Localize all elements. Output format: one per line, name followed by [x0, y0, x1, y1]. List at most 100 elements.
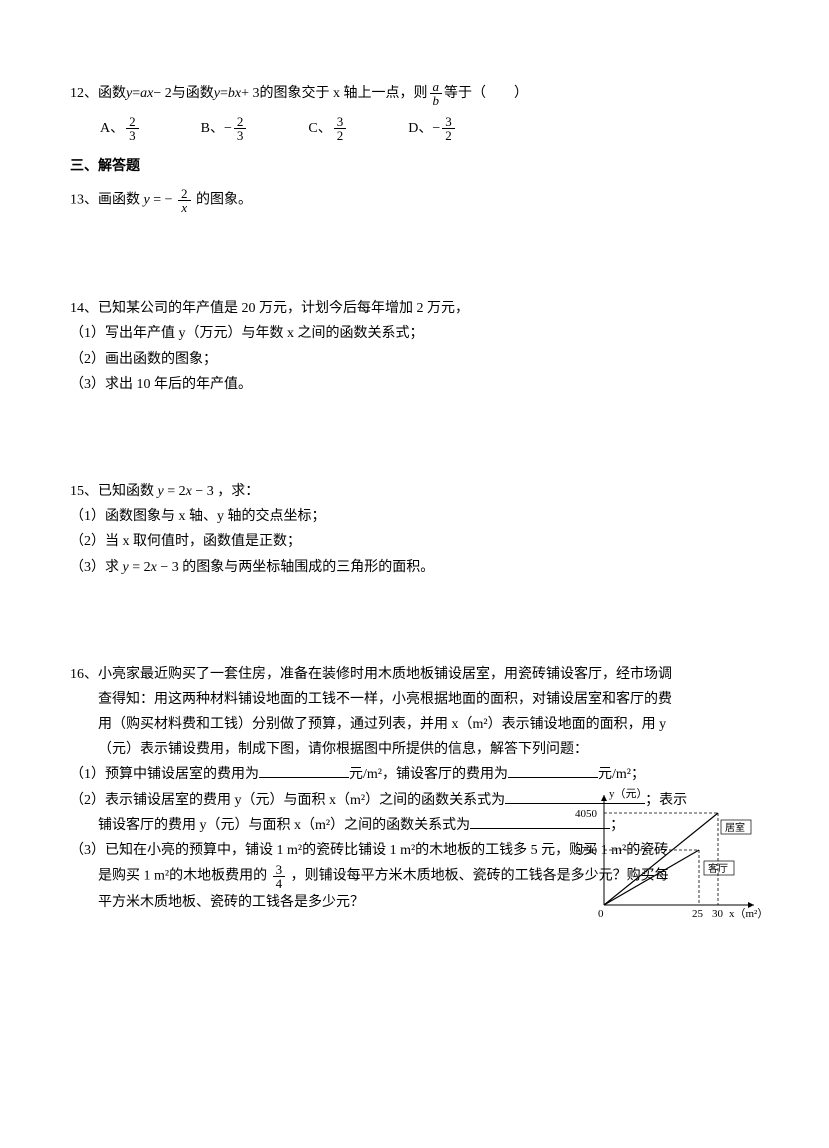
chart: y（元） 4050 2750 0 25 30 x（m²） 居室 客厅: [559, 785, 769, 925]
q12-opt-a: A、 2 3: [100, 115, 141, 142]
q14-line4: （3）求出 10 年后的年产值。: [70, 372, 759, 397]
q12-stem: 12、 函数 y = ax − 2 与函数 y = bx + 3 的图象交于 x…: [70, 80, 759, 107]
chart-xtick1: 25: [692, 908, 704, 920]
q12-opt-c: C、 3 2: [308, 115, 348, 142]
chart-y-label: y（元）: [609, 787, 648, 800]
q14-line2: （1）写出年产值 y（万元）与年数 x 之间的函数关系式；: [70, 321, 759, 346]
q12-opta-den: 3: [126, 129, 139, 142]
q16-s1-post: 元/m²；: [598, 767, 645, 782]
section-3-title: 三、解答题: [70, 154, 759, 179]
question-12: 12、 函数 y = ax − 2 与函数 y = bx + 3 的图象交于 x…: [70, 80, 759, 142]
spacer-2: [70, 409, 759, 479]
q16-s3-frac-num: 3: [273, 863, 286, 877]
q13-frac-den: x: [178, 201, 190, 214]
q14-line3: （2）画出函数的图象；: [70, 347, 759, 372]
q16-line2: 查得知：用这两种材料铺设地面的工钱不一样，小亮根据地面的面积，对铺设居室和客厅的…: [70, 687, 759, 712]
q12-frac-b: b: [430, 94, 443, 107]
q12-opta-label: A、: [100, 116, 124, 141]
q12-num: 12、: [70, 81, 98, 106]
q12-optd-num: 3: [442, 115, 455, 129]
q15-line1: 15、已知函数 y = 2x − 3 ，求：: [70, 479, 759, 504]
q15-line3: （2）当 x 取何值时，函数值是正数；: [70, 529, 759, 554]
q12-optc-num: 3: [334, 115, 347, 129]
q16-blank1: [259, 764, 349, 778]
spacer-3: [70, 592, 759, 662]
q12-text1: 函数: [98, 81, 126, 106]
line-jushi: [604, 813, 718, 905]
q13-end: 的图象。: [196, 193, 252, 208]
q15-l4-y: y: [123, 560, 129, 575]
chart-label-jushi: 居室: [725, 821, 745, 834]
chart-xtick0: 0: [598, 908, 604, 920]
q15-l1-post: − 3 ，求：: [192, 484, 259, 499]
q12-eq2-p3: + 3: [241, 81, 259, 106]
question-15: 15、已知函数 y = 2x − 3 ，求： （1）函数图象与 x 轴、y 轴的…: [70, 479, 759, 580]
question-16: 16、小亮家最近购买了一套住房，准备在装修时用木质地板铺设居室，用瓷砖铺设客厅，…: [70, 662, 759, 916]
q13-frac: 2 x: [178, 187, 191, 214]
q12-optb-num: 2: [234, 115, 247, 129]
spacer-1: [70, 226, 759, 296]
q16-s3-frac: 3 4: [273, 863, 286, 890]
q15-l1-pre: 15、已知函数: [70, 484, 158, 499]
q15-line2: （1）函数图象与 x 轴、y 轴的交点坐标；: [70, 504, 759, 529]
q12-optb-den: 3: [234, 129, 247, 142]
q13-frac-num: 2: [178, 187, 191, 201]
q13-eq: = −: [153, 193, 172, 208]
q12-optc-label: C、: [308, 116, 331, 141]
chart-xtick2: 30: [712, 908, 724, 920]
question-13: 13、画函数 y = − 2 x 的图象。: [70, 187, 759, 214]
q12-opta-frac: 2 3: [126, 115, 139, 142]
q12-optb-frac: 2 3: [234, 115, 247, 142]
q12-optb-neg: −: [224, 116, 232, 141]
q12-options: A、 2 3 B、 − 2 3 C、 3 2 D、 − 3: [100, 115, 759, 142]
q13-y: y: [144, 193, 150, 208]
chart-ytick1: 4050: [575, 808, 598, 820]
chart-label-keting: 客厅: [708, 862, 728, 875]
line-keting: [604, 850, 699, 905]
q16-blank2: [508, 764, 598, 778]
q12-frac-ab: a b: [430, 80, 443, 107]
y-arrow-icon: [601, 795, 607, 801]
q16-s2-l2-pre: 铺设客厅的费用 y（元）与面积 x（m²）之间的函数关系式为: [98, 818, 470, 833]
question-14: 14、已知某公司的年产值是 20 万元，计划今后每年增加 2 万元， （1）写出…: [70, 296, 759, 397]
q16-s1-mid: 元/m²，铺设客厅的费用为: [349, 767, 508, 782]
q14-line1: 14、已知某公司的年产值是 20 万元，计划今后每年增加 2 万元，: [70, 296, 759, 321]
q16-s3-frac-den: 4: [273, 877, 286, 890]
q15-l1-eq: = 2: [167, 484, 185, 499]
q12-text3: 的图象交于 x 轴上一点，则: [260, 81, 428, 106]
q16-line1: 16、小亮家最近购买了一套住房，准备在装修时用木质地板铺设居室，用瓷砖铺设客厅，…: [70, 662, 759, 687]
chart-x-label: x（m²）: [729, 907, 768, 920]
q12-eq1-eq: =: [132, 81, 140, 106]
q12-optd-den: 2: [442, 129, 455, 142]
q12-eq1-ax: ax: [140, 81, 153, 106]
chart-ytick2: 2750: [575, 845, 598, 857]
q12-optd-frac: 3 2: [442, 115, 455, 142]
q12-eq2-eq: =: [220, 81, 228, 106]
q12-opt-d: D、 − 3 2: [408, 115, 457, 142]
q12-optd-neg: −: [432, 116, 440, 141]
q16-s2-pre: （2）表示铺设居室的费用 y（元）与面积 x（m²）之间的函数关系式为: [70, 793, 505, 808]
q12-eq1-m2: − 2: [153, 81, 171, 106]
q12-frac-a: a: [430, 80, 443, 94]
q12-eq2-bx: bx: [228, 81, 241, 106]
q16-s3-l2-pre: 是购买 1 m²的木地板费用的: [98, 869, 271, 884]
q12-optd-label: D、: [408, 116, 432, 141]
q12-optc-den: 2: [334, 129, 347, 142]
q12-optb-label: B、: [201, 116, 224, 141]
q13-num: 13、画函数: [70, 193, 144, 208]
q16-line4: （元）表示铺设费用，制成下图，请你根据图中所提供的信息，解答下列问题：: [70, 737, 759, 762]
q16-sub1: （1）预算中铺设居室的费用为 元/m²，铺设客厅的费用为 元/m²；: [70, 762, 759, 787]
q15-l1-y: y: [158, 484, 164, 499]
q12-opt-b: B、 − 2 3: [201, 115, 249, 142]
q12-opta-num: 2: [126, 115, 139, 129]
q15-l4-eq: = 2: [132, 560, 150, 575]
q16-line3: 用（购买材料费和工钱）分别做了预算，通过列表，并用 x（m²）表示铺设地面的面积…: [70, 712, 759, 737]
q12-optc-frac: 3 2: [334, 115, 347, 142]
q16-s1-pre: （1）预算中铺设居室的费用为: [70, 767, 259, 782]
q12-text2: 与函数: [172, 81, 214, 106]
q12-text4: 等于（ ）: [444, 81, 528, 106]
q15-line4: （3）求 y = 2x − 3 的图象与两坐标轴围成的三角形的面积。: [70, 555, 759, 580]
q15-l4-post: − 3 的图象与两坐标轴围成的三角形的面积。: [157, 560, 434, 575]
chart-svg: y（元） 4050 2750 0 25 30 x（m²） 居室 客厅: [559, 785, 769, 925]
q15-l4-pre: （3）求: [70, 560, 123, 575]
